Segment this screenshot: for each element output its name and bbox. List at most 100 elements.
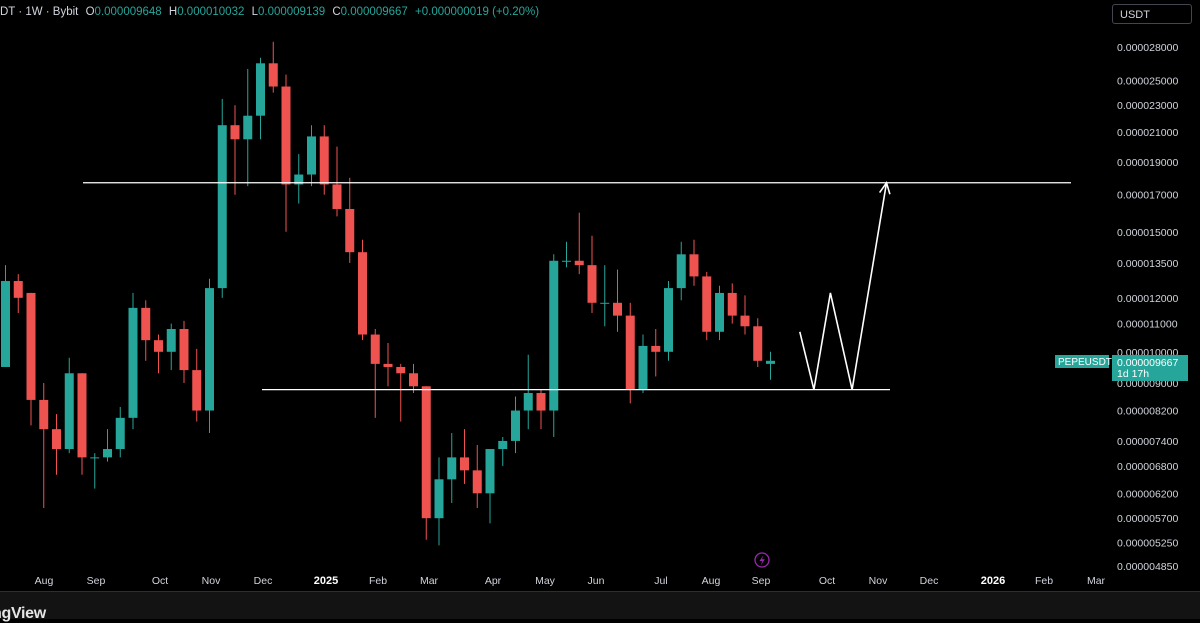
time-tick-label: Oct: [819, 575, 835, 587]
price-axis[interactable]: 0.000028000 0.000025000 0.000023000 0.00002…: [1117, 42, 1178, 573]
candle-body: [128, 307, 138, 418]
candle[interactable]: [613, 269, 622, 332]
projection-path[interactable]: [799, 182, 888, 390]
currency-button[interactable]: USDT: [1112, 4, 1192, 24]
candle[interactable]: [485, 449, 495, 524]
candle-body: [90, 457, 100, 459]
time-axis[interactable]: Aug Sep Oct Nov Dec 2025 Feb Mar Apr May Jun Jul Aug…: [35, 575, 1106, 587]
candle[interactable]: [727, 283, 737, 324]
candle[interactable]: [421, 386, 431, 540]
candle-body: [409, 373, 418, 387]
candle[interactable]: [638, 334, 648, 394]
candle[interactable]: [256, 57, 265, 140]
candle-body: [549, 260, 559, 411]
legend-low: 0.000009139: [257, 6, 326, 18]
candle[interactable]: [753, 318, 763, 367]
time-tick-label: Feb: [369, 575, 387, 587]
candle[interactable]: [498, 436, 508, 466]
last-price-tag: PEPEUSDT 0.000009667 1d 17h: [1055, 355, 1188, 381]
candle[interactable]: [651, 329, 661, 377]
price-tick-label: 0.000025000: [1117, 76, 1178, 88]
candle-body: [574, 260, 584, 266]
candle[interactable]: [766, 351, 775, 380]
candle[interactable]: [434, 457, 444, 546]
candle[interactable]: [179, 320, 189, 383]
candle[interactable]: [141, 300, 151, 361]
candle[interactable]: [52, 414, 61, 475]
candle-body: [753, 326, 763, 361]
candle[interactable]: [358, 239, 367, 341]
time-tick-label: Feb: [1035, 575, 1053, 587]
price-tick-label: 0.000023000: [1117, 100, 1178, 112]
candle-body: [689, 254, 699, 277]
candle[interactable]: [740, 295, 750, 335]
ohlc-legend: DT · 1W · Bybit O0.000009648 H0.00001003…: [0, 6, 539, 18]
candle[interactable]: [294, 154, 304, 204]
candle-body: [715, 292, 724, 332]
candle-body: [447, 457, 457, 480]
price-tick-label: 0.000005700: [1117, 513, 1178, 525]
candle[interactable]: [103, 429, 112, 462]
candle[interactable]: [26, 292, 36, 426]
candle[interactable]: [562, 241, 571, 268]
candle[interactable]: [230, 105, 240, 195]
candle[interactable]: [205, 278, 214, 434]
candle[interactable]: [370, 329, 380, 418]
candle[interactable]: [243, 68, 253, 187]
candle[interactable]: [676, 241, 686, 301]
legend-change: +0.000000019 (+0.20%): [415, 6, 540, 18]
candle[interactable]: [77, 373, 87, 475]
candle[interactable]: [13, 274, 23, 314]
candle-body: [103, 449, 112, 458]
candle[interactable]: [409, 363, 418, 394]
candle[interactable]: [664, 281, 673, 361]
time-tick-label: Nov: [869, 575, 888, 587]
candle[interactable]: [549, 254, 559, 437]
candle[interactable]: [383, 343, 393, 387]
candle[interactable]: [396, 363, 406, 422]
candle[interactable]: [587, 235, 597, 314]
candle[interactable]: [217, 98, 227, 298]
candle[interactable]: [128, 292, 138, 430]
candle-body: [600, 302, 610, 304]
candle-body: [638, 345, 648, 390]
candle[interactable]: [307, 125, 316, 187]
candle[interactable]: [345, 177, 355, 263]
candle[interactable]: [702, 271, 712, 341]
candle[interactable]: [574, 212, 584, 275]
candle-body: [523, 393, 533, 411]
candle[interactable]: [154, 334, 163, 374]
candle-body: [460, 457, 469, 471]
candle-body: [498, 440, 508, 450]
time-tick-label: Sep: [752, 575, 771, 587]
candle[interactable]: [715, 285, 724, 341]
lightning-icon[interactable]: [754, 552, 770, 568]
candle[interactable]: [1, 265, 10, 367]
candle-body: [230, 125, 240, 140]
candle[interactable]: [281, 74, 291, 232]
bottom-bar: ngView: [0, 591, 1200, 622]
candle[interactable]: [625, 302, 635, 404]
candle[interactable]: [447, 433, 457, 504]
candle-body: [562, 260, 571, 262]
candle[interactable]: [319, 125, 329, 195]
candle[interactable]: [460, 429, 469, 484]
candle-body: [256, 63, 265, 116]
candle[interactable]: [166, 323, 176, 371]
candle-body: [26, 292, 36, 400]
candle[interactable]: [115, 406, 125, 458]
candle[interactable]: [472, 444, 482, 508]
candle[interactable]: [39, 382, 49, 508]
price-tick-label: 0.000021000: [1117, 127, 1178, 139]
candle[interactable]: [192, 348, 202, 422]
candle[interactable]: [689, 239, 699, 286]
candle[interactable]: [536, 389, 546, 430]
candle[interactable]: [600, 265, 610, 327]
candle[interactable]: [64, 357, 74, 454]
candle[interactable]: [523, 354, 533, 430]
candle[interactable]: [268, 41, 278, 93]
candle[interactable]: [90, 453, 100, 489]
candle[interactable]: [511, 396, 520, 454]
candle[interactable]: [332, 146, 342, 217]
